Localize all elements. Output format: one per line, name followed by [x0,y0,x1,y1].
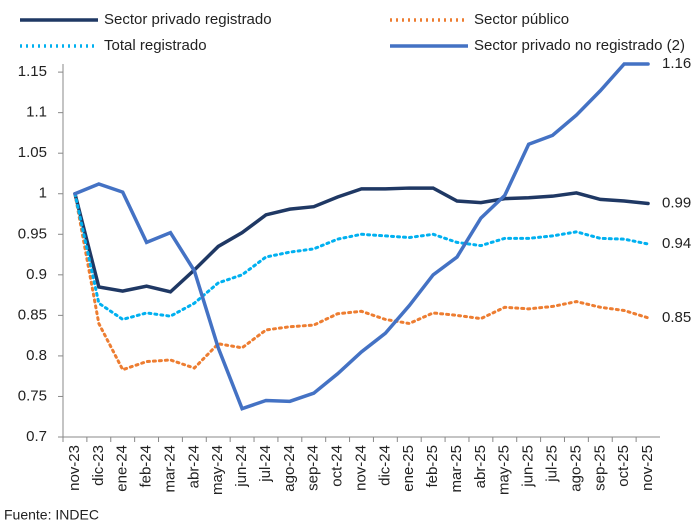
y-tick-label: 0.7 [26,428,47,445]
x-tick-label: jul-24 [257,445,274,483]
x-tick-label: nov-24 [352,445,369,491]
y-tick-label: 1.05 [18,144,47,161]
x-tick-label: oct-24 [329,445,346,487]
y-tick-label: 1.1 [26,104,47,121]
x-tick-label: dic-23 [90,445,107,486]
series-line [73,62,650,411]
x-tick-label: ago-24 [281,445,298,492]
y-tick-label: 0.8 [26,347,47,364]
x-tick-label: may-25 [496,445,513,495]
end-label: 0.99 [662,194,691,211]
series-line [73,186,650,294]
series-line [73,192,650,322]
x-tick-label: feb-24 [138,445,155,488]
legend-label: Sector público [474,11,569,28]
x-tick-label: ene-24 [114,445,131,492]
y-tick-label: 0.85 [18,306,47,323]
y-tick-label: 0.95 [18,225,47,242]
series-line [73,192,650,372]
x-tick-label: oct-25 [615,445,632,487]
x-tick-label: ene-25 [400,445,417,492]
x-tick-label: sep-25 [591,445,608,491]
x-tick-label: mar-24 [161,445,178,493]
x-tick-label: nov-25 [639,445,656,491]
x-tick-label: jul-25 [544,445,561,483]
y-tick-label: 1.15 [18,63,47,80]
x-tick-label: nov-23 [66,445,83,491]
x-tick-label: ago-25 [567,445,584,492]
legend-label: Sector privado no registrado (2) [474,37,685,54]
x-tick-label: may-24 [209,445,226,495]
y-tick-label: 0.9 [26,266,47,283]
x-tick-label: abr-24 [185,445,202,488]
x-tick-label: dic-24 [376,445,393,486]
legend-label: Total registrado [104,37,207,54]
x-tick-label: mar-25 [448,445,465,493]
end-label: 1.16 [662,55,691,72]
x-tick-label: jun-25 [520,445,537,488]
x-tick-label: sep-24 [305,445,322,491]
x-tick-label: jun-24 [233,445,250,488]
end-label: 0.94 [662,235,691,252]
end-label: 0.85 [662,309,691,326]
legend-label: Sector privado registrado [104,11,272,28]
source: Fuente: INDEC [4,507,99,523]
x-tick-label: abr-25 [472,445,489,488]
y-tick-label: 1 [39,185,47,202]
x-tick-label: feb-25 [424,445,441,488]
y-tick-label: 0.75 [18,387,47,404]
